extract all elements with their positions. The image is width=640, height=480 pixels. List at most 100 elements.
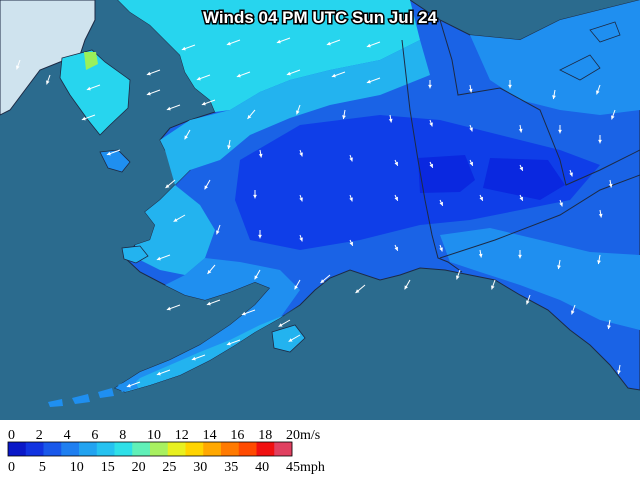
legend-color-swatch xyxy=(25,442,44,456)
yukon-nwt-border xyxy=(439,19,640,186)
wind-arrow-icon xyxy=(519,194,524,202)
wind-arrows-layer xyxy=(16,37,621,388)
aleutian-island-2 xyxy=(98,388,114,398)
wind-arrow-icon xyxy=(226,39,241,46)
wind-arrow-icon xyxy=(16,59,21,70)
ms-tick-label: 20 xyxy=(286,428,300,443)
wind-arrow-icon xyxy=(166,304,181,311)
wind-arrow-icon xyxy=(331,71,346,78)
wind-arrow-icon xyxy=(86,84,101,91)
wind-arrow-icon xyxy=(156,369,171,376)
wind-arrow-icon xyxy=(429,161,434,169)
wind-arrow-icon xyxy=(456,269,461,280)
wind-arrow-icon xyxy=(106,149,121,156)
wind-arrow-icon xyxy=(439,199,444,207)
wind-speed-legend: 0 2 4 6 8 10 12 14 16 18 20 m/s 0 5 10 15 20 25 30 35 40 45… xyxy=(0,420,640,480)
wind-arrow-icon xyxy=(173,214,186,223)
yukon-bc-border xyxy=(439,174,640,259)
wind-arrow-icon xyxy=(469,159,474,167)
ms-tick-label: 6 xyxy=(91,428,98,443)
wind-arrow-icon xyxy=(181,44,196,51)
legend-bar-outline xyxy=(7,441,293,457)
wind-arrow-icon xyxy=(519,164,524,172)
wind-arrow-icon xyxy=(146,89,161,96)
wind-arrow-icon xyxy=(241,309,256,316)
wind-arrow-icon xyxy=(342,109,346,120)
legend-color-swatch xyxy=(274,442,293,456)
wind-arrow-icon xyxy=(206,299,221,306)
wind-arrow-icon xyxy=(276,37,291,44)
wind-arrow-icon xyxy=(428,80,432,89)
wind-arrow-icon xyxy=(299,149,303,157)
wind-arrow-icon xyxy=(559,199,563,207)
wind-arrow-icon xyxy=(526,294,531,305)
wind-arrow-icon xyxy=(404,279,411,290)
wind-arrow-icon xyxy=(299,194,303,202)
legend-color-swatch xyxy=(114,442,133,456)
north-slope-wind-band xyxy=(118,0,420,112)
wind-arrow-icon xyxy=(349,239,354,247)
wind-arrow-icon xyxy=(571,304,576,315)
mph-tick-label: 20 xyxy=(132,460,146,475)
wind-arrow-icon xyxy=(608,179,613,188)
chukotka-wind-region xyxy=(59,49,131,136)
mph-tick-label: 30 xyxy=(193,460,207,475)
ms-tick-label: 12 xyxy=(175,428,189,443)
wind-arrow-icon xyxy=(394,159,399,167)
wind-arrow-icon xyxy=(518,250,522,259)
aleutian-island-4 xyxy=(48,399,63,407)
wind-arrow-icon xyxy=(468,84,473,93)
wind-arrow-icon xyxy=(278,319,291,328)
legend-color-swatch xyxy=(150,442,169,456)
mph-unit-label: mph xyxy=(300,460,325,475)
ms-tick-label: 10 xyxy=(147,428,161,443)
legend-color-swatch xyxy=(238,442,257,456)
wind-arrow-icon xyxy=(388,114,393,123)
wind-arrow-icon xyxy=(597,254,601,265)
wind-arrow-icon xyxy=(349,194,353,202)
wind-arrow-icon xyxy=(469,124,473,132)
ms-tick-label: 18 xyxy=(258,428,272,443)
wind-arrow-icon xyxy=(558,125,562,134)
mph-tick-labels: 0 5 10 15 20 25 30 35 40 45 xyxy=(8,460,300,475)
wind-arrow-icon xyxy=(288,334,301,343)
chukotka-landmass xyxy=(0,0,96,116)
legend-color-swatch xyxy=(79,442,98,456)
wind-arrow-icon xyxy=(518,124,523,133)
wind-arrow-icon xyxy=(126,381,141,388)
wind-arrow-icon xyxy=(366,77,381,84)
wind-arrow-icon xyxy=(253,190,257,199)
wind-arrow-icon xyxy=(299,234,303,242)
mph-tick-label: 15 xyxy=(101,460,115,475)
legend-color-bar xyxy=(7,441,293,457)
nunivak-island xyxy=(121,245,149,264)
wind-arrow-icon xyxy=(247,109,256,120)
wind-arrow-icon xyxy=(557,259,561,270)
wind-arrow-icon xyxy=(191,354,206,361)
interior-calm-region xyxy=(235,115,600,250)
wind-arrow-icon xyxy=(598,209,603,218)
wind-arrow-icon xyxy=(81,114,96,121)
wind-arrow-icon xyxy=(258,149,263,158)
ms-unit-label: m/s xyxy=(300,428,320,443)
chukotka-tip-gust xyxy=(84,52,98,70)
aleutian-island-3 xyxy=(72,394,90,404)
mph-tick-label: 40 xyxy=(255,460,269,475)
legend-color-swatch xyxy=(185,442,204,456)
wind-arrow-icon xyxy=(394,244,399,252)
legend-color-swatch xyxy=(132,442,151,456)
wind-arrow-icon xyxy=(569,169,573,177)
ms-tick-label: 4 xyxy=(64,428,71,443)
mph-tick-label: 5 xyxy=(39,460,46,475)
wind-arrow-icon xyxy=(294,279,301,290)
west-coast-moderate-band xyxy=(135,185,215,275)
legend-color-swatch xyxy=(8,442,27,456)
legend-color-swatch xyxy=(43,442,62,456)
mph-tick-label: 0 xyxy=(8,460,15,475)
mph-tick-label: 10 xyxy=(70,460,84,475)
ms-tick-label: 8 xyxy=(119,428,126,443)
ms-tick-labels: 0 2 4 6 8 10 12 14 16 18 20 xyxy=(8,428,300,443)
wind-arrow-icon xyxy=(491,279,496,290)
wind-arrow-icon xyxy=(320,274,331,284)
wind-arrow-icon xyxy=(366,41,381,48)
